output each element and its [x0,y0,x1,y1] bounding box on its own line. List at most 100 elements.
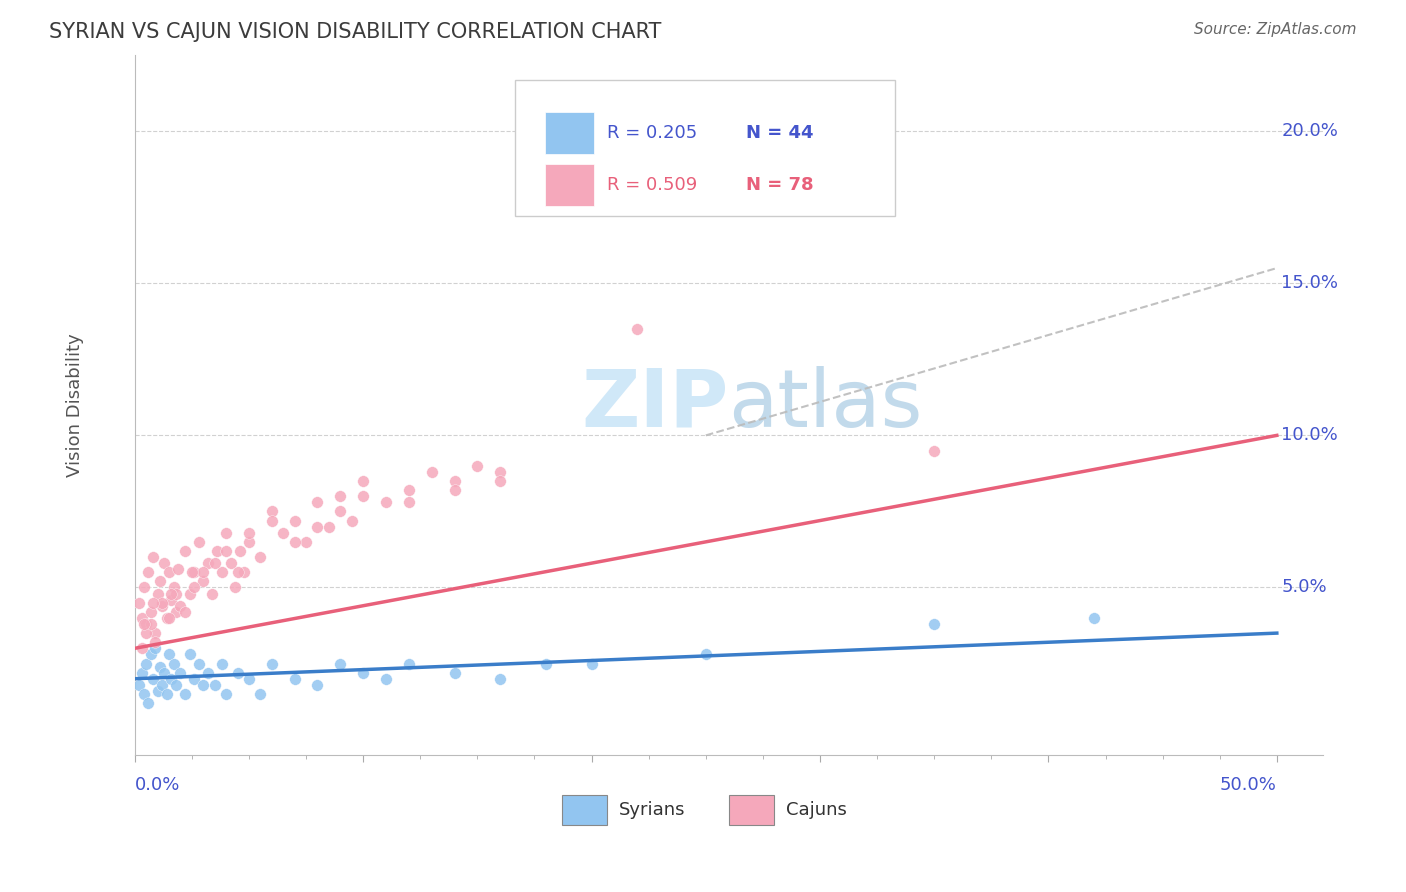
Point [162,581,184,595]
Text: Syrians: Syrians [619,801,686,819]
Point [238,534,260,549]
Point [260,657,283,671]
Point [260,504,283,518]
Point [211,657,233,671]
Point [443,474,465,488]
Text: SYRIAN VS CAJUN VISION DISABILITY CORRELATION CHART: SYRIAN VS CAJUN VISION DISABILITY CORREL… [49,22,662,42]
Point [169,665,191,680]
Point [157,648,180,662]
Point [238,672,260,686]
Point [135,626,157,640]
Text: 5.0%: 5.0% [1281,579,1327,597]
Point [204,556,226,570]
Point [284,534,307,549]
Point [174,605,197,619]
Point [352,489,374,503]
Point [307,495,329,509]
Point [193,566,215,580]
Text: atlas: atlas [728,366,922,444]
Point [249,687,271,701]
Text: 0.0%: 0.0% [135,776,180,794]
Bar [544,112,595,154]
Bar [544,163,595,205]
Point [329,504,352,518]
Point [165,678,187,692]
Point [128,678,150,692]
Point [160,592,183,607]
Point [142,672,165,686]
Text: Source: ZipAtlas.com: Source: ZipAtlas.com [1194,22,1357,37]
Point [165,605,187,619]
Text: 15.0%: 15.0% [1281,274,1339,293]
Point [139,605,162,619]
Point [352,665,374,680]
Point [201,586,224,600]
Point [375,672,398,686]
Point [443,483,465,497]
Point [167,562,190,576]
Point [139,617,162,632]
Point [165,586,187,600]
Point [340,514,363,528]
Point [467,458,489,473]
FancyBboxPatch shape [515,79,894,216]
Point [489,474,512,488]
Point [205,544,228,558]
Point [146,684,169,698]
Point [128,596,150,610]
Point [187,534,209,549]
Point [626,322,648,336]
Point [153,556,176,570]
Point [174,544,197,558]
Point [193,678,215,692]
Point [160,672,183,686]
Point [162,657,184,671]
Point [215,525,238,540]
Point [131,611,153,625]
Text: 50.0%: 50.0% [1220,776,1277,794]
Point [157,566,180,580]
Point [284,672,307,686]
Point [150,599,173,613]
Point [150,678,173,692]
Point [398,483,420,497]
Text: Cajuns: Cajuns [786,801,846,819]
Point [179,586,201,600]
Point [534,657,557,671]
Point [180,566,202,580]
Point [375,495,398,509]
Point [193,574,215,589]
Point [226,566,249,580]
Point [420,465,443,479]
Point [156,611,179,625]
Point [142,596,165,610]
Text: Vision Disability: Vision Disability [66,333,84,477]
Point [139,648,162,662]
Point [489,465,512,479]
Point [179,648,201,662]
Point [174,687,197,701]
Point [249,550,271,565]
Point [143,635,166,649]
Point [398,495,420,509]
Point [318,519,340,533]
Point [149,659,172,673]
Point [211,566,233,580]
Point [153,665,176,680]
Point [307,519,329,533]
Point [131,665,153,680]
Text: ZIP: ZIP [581,366,728,444]
Point [183,581,205,595]
Point [271,525,294,540]
Point [135,657,157,671]
Point [581,657,603,671]
Point [307,678,329,692]
Point [352,474,374,488]
Point [329,489,352,503]
Point [329,657,352,671]
Point [169,599,191,613]
Text: R = 0.509: R = 0.509 [607,176,697,194]
Point [215,544,238,558]
Point [226,665,249,680]
Point [138,696,160,710]
